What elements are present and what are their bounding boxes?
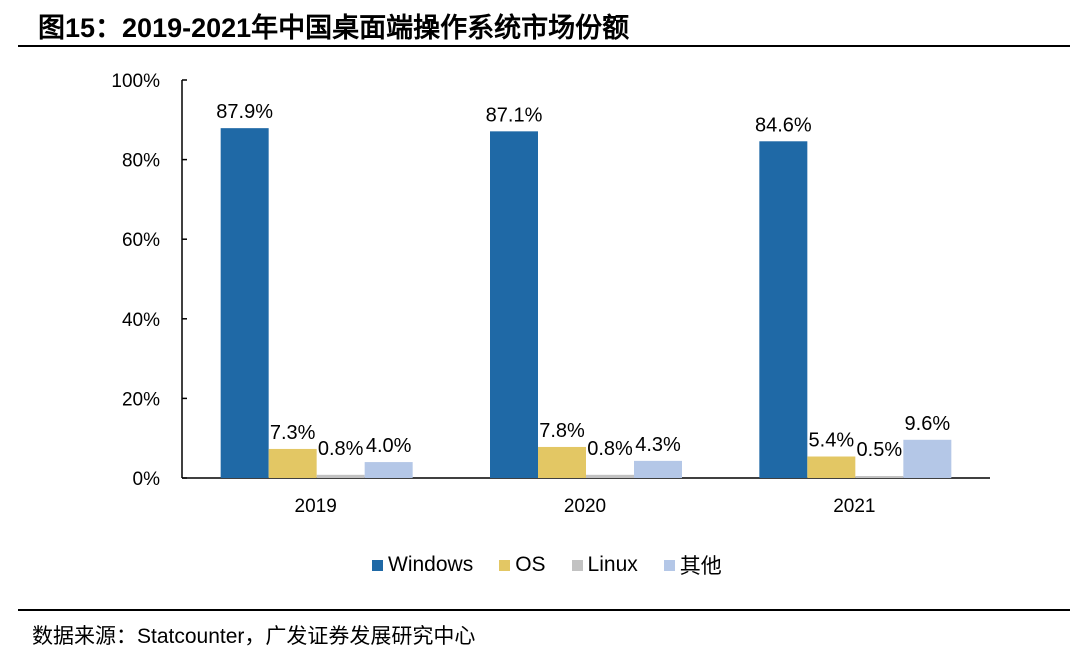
bar-linux-2020: [586, 474, 634, 478]
bar-其他-2020: [634, 460, 682, 478]
legend-swatch: [571, 559, 583, 571]
data-label: 0.8%: [587, 438, 633, 460]
data-label: 84.6%: [755, 114, 812, 136]
legend-label: Windows: [388, 553, 474, 576]
bar-windows-2021: [759, 141, 808, 479]
data-label: 7.8%: [539, 420, 585, 442]
data-label: 4.3%: [635, 434, 681, 456]
data-label: 9.6%: [905, 413, 951, 435]
bar-windows-2020: [490, 131, 538, 479]
y-tick-label: 0%: [133, 469, 161, 490]
legend-item: Linux: [571, 553, 638, 577]
data-label: 0.8%: [318, 438, 364, 460]
bar-os-2021: [807, 456, 856, 478]
legend-swatch: [663, 559, 675, 571]
data-label: 87.9%: [216, 101, 273, 123]
bar-os-2020: [538, 446, 586, 478]
legend-swatch: [372, 559, 383, 571]
legend-label: 其他: [679, 555, 722, 578]
bar-os-2019: [268, 448, 317, 478]
data-label: 7.3%: [270, 422, 316, 444]
data-label: 5.4%: [809, 430, 855, 452]
bar-windows-2019: [220, 128, 269, 478]
y-tick-label: 20%: [122, 389, 160, 410]
x-tick-label: 2019: [295, 496, 337, 517]
x-tick-label: 2020: [564, 496, 606, 517]
figure-title: 图15：2019-2021年中国桌面端操作系统市场份额: [38, 13, 630, 43]
legend: Windows OS Linux 其他: [372, 550, 722, 580]
data-label: 0.5%: [857, 439, 903, 461]
data-label: 4.0%: [366, 435, 412, 457]
legend-item: Windows: [372, 553, 473, 577]
legend-label: OS: [515, 553, 546, 576]
bottom-rule: [18, 609, 1070, 611]
legend-label: Linux: [587, 553, 638, 576]
y-tick-label: 80%: [122, 151, 160, 172]
data-label: 87.1%: [486, 104, 543, 126]
bar-linux-2019: [316, 474, 365, 478]
bar-其他-2021: [903, 439, 952, 478]
legend-swatch: [499, 559, 511, 571]
y-tick-label: 60%: [122, 230, 160, 251]
bar-linux-2021: [855, 476, 904, 478]
bar-其他-2019: [364, 462, 413, 478]
legend-item: OS: [499, 553, 546, 577]
y-tick-label: 40%: [122, 310, 160, 331]
y-tick-label: 100%: [111, 71, 160, 92]
top-rule: [18, 45, 1070, 47]
source-note: 数据来源：Statcounter，广发证券发展研究中心: [32, 625, 476, 648]
legend-item: 其他: [663, 550, 722, 580]
x-tick-label: 2021: [833, 496, 875, 517]
